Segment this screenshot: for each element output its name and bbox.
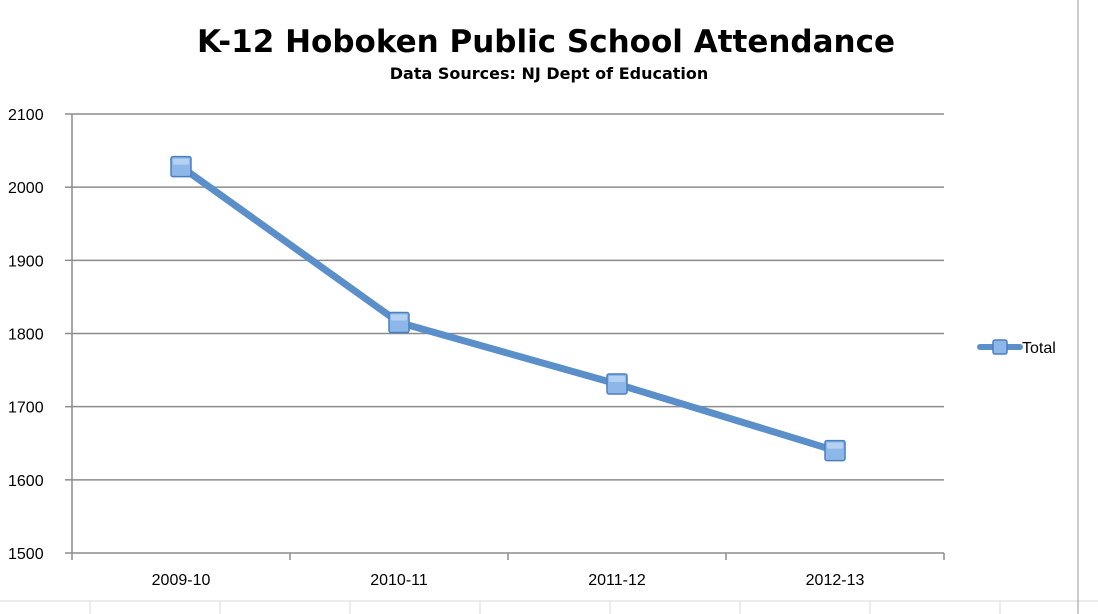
y-tick-label: 1600 [8, 473, 44, 490]
chart-title: K-12 Hoboken Public School Attendance [197, 24, 895, 60]
x-axis-ticks: 2009-10 2010-11 2011-12 2012-13 [71, 553, 945, 589]
legend-marker-icon [992, 339, 1008, 355]
series-total [170, 155, 846, 462]
legend: Total [977, 339, 1056, 357]
x-tick-label: 2010-11 [370, 572, 428, 589]
x-tick-label: 2012-13 [806, 572, 865, 589]
y-tick-label: 1800 [8, 327, 44, 344]
y-tick-label: 1900 [8, 253, 44, 270]
marker-highlight [173, 158, 189, 165]
x-tick-label: 2011-12 [588, 572, 646, 589]
y-axis-ticks: 1500 1600 1700 1800 1900 2000 2100 [8, 107, 72, 563]
x-tick-label: 2009-10 [152, 572, 211, 589]
y-tick-label: 1500 [8, 546, 44, 563]
y-tick-label: 1700 [8, 400, 44, 417]
y-tick-label: 2100 [8, 107, 44, 124]
y-tick-label: 2000 [8, 180, 44, 197]
marker-highlight [609, 375, 625, 382]
series-line [177, 163, 839, 455]
marker-highlight [391, 314, 407, 321]
legend-label-total: Total [1022, 340, 1056, 357]
marker-highlight [827, 442, 843, 449]
grid [72, 113, 944, 481]
chart-subtitle: Data Sources: NJ Dept of Education [390, 64, 709, 83]
